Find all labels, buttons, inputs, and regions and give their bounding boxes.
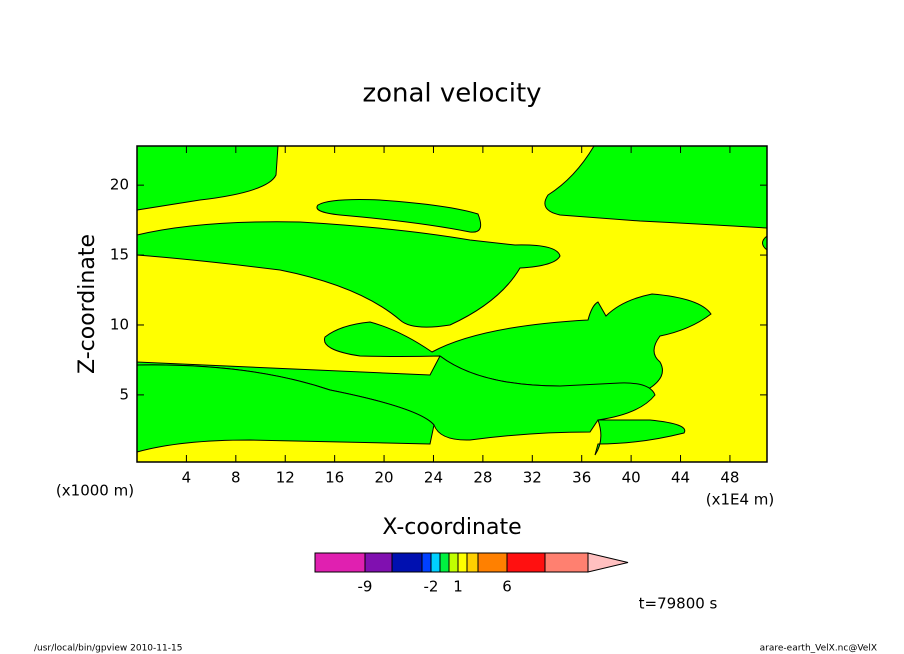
x-tick-label: 4 bbox=[182, 469, 192, 487]
chart-title: zonal velocity bbox=[362, 79, 541, 109]
x-axis-label: X-coordinate bbox=[382, 515, 521, 540]
contour-region bbox=[594, 419, 686, 456]
x-tick-label: 32 bbox=[523, 469, 542, 487]
x-tick-label: 44 bbox=[671, 469, 690, 487]
y-tick-label: 15 bbox=[110, 246, 129, 264]
contour-region bbox=[544, 145, 768, 229]
colorbar-box bbox=[439, 552, 450, 573]
x-unit-note: (x1E4 m) bbox=[706, 491, 775, 509]
colorbar-tick-label: -2 bbox=[424, 578, 439, 596]
time-note: t=79800 s bbox=[639, 595, 718, 613]
y-unit-note: (x1000 m) bbox=[56, 482, 134, 500]
y-axis-label: Z-coordinate bbox=[75, 234, 100, 374]
y-tick-label: 5 bbox=[119, 385, 129, 403]
x-tick-label: 40 bbox=[622, 469, 641, 487]
colorbar-box bbox=[430, 552, 441, 573]
y-tick-label: 10 bbox=[110, 315, 129, 333]
plot-frame bbox=[136, 145, 768, 463]
colorbar-box bbox=[544, 552, 589, 573]
colorbar-box bbox=[477, 552, 508, 573]
colorbar-box bbox=[448, 552, 459, 573]
x-tick-label: 24 bbox=[424, 469, 443, 487]
colorbar-box bbox=[466, 552, 479, 573]
y-tick-label: 20 bbox=[110, 176, 129, 194]
colorbar-box bbox=[314, 552, 366, 573]
x-tick-label: 48 bbox=[720, 469, 739, 487]
x-tick-label: 28 bbox=[473, 469, 492, 487]
colorbar-box bbox=[391, 552, 423, 573]
colorbar-tick-label: 6 bbox=[502, 578, 512, 596]
footer-left: /usr/local/bin/gpview 2010-11-15 bbox=[34, 644, 182, 654]
x-tick-label: 36 bbox=[572, 469, 591, 487]
x-tick-label: 8 bbox=[231, 469, 241, 487]
colorbar-tick-label: -9 bbox=[358, 578, 373, 596]
colorbar-box bbox=[457, 552, 468, 573]
colorbar-box bbox=[421, 552, 432, 573]
contour-region bbox=[136, 221, 561, 328]
contour-region bbox=[136, 364, 435, 453]
footer-right: arare-earth_VelX.nc@VelX bbox=[760, 644, 877, 654]
colorbar-arrow bbox=[587, 552, 629, 573]
x-tick-label: 16 bbox=[325, 469, 344, 487]
plot-area bbox=[136, 145, 768, 463]
colorbar-tick-label: 1 bbox=[453, 578, 463, 596]
x-tick-label: 20 bbox=[375, 469, 394, 487]
colorbar-box bbox=[506, 552, 546, 573]
contour-region bbox=[316, 199, 482, 233]
contour-region bbox=[136, 145, 279, 211]
x-tick-label: 12 bbox=[276, 469, 295, 487]
colorbar-box bbox=[364, 552, 393, 573]
